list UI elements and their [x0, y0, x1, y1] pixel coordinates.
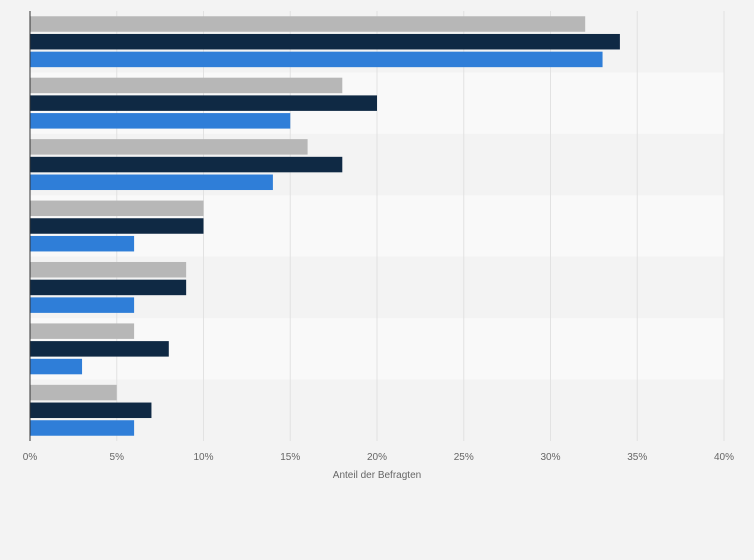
bar — [30, 358, 83, 375]
bars — [30, 16, 620, 436]
x-tick-label: 0% — [23, 452, 38, 463]
x-tick-label: 25% — [454, 452, 474, 463]
bar — [30, 420, 135, 436]
bar — [30, 235, 135, 252]
bar — [30, 16, 586, 32]
bar — [30, 323, 135, 339]
x-tick-label: 35% — [627, 452, 647, 463]
x-axis-title: Anteil der Befragten — [333, 470, 421, 481]
bar — [30, 279, 187, 296]
x-axis-ticks: 0% 5% 10% 15% 20% 25% 30% 35% 40% — [23, 452, 734, 463]
bar — [30, 402, 152, 419]
bar — [30, 139, 308, 155]
bar — [30, 384, 117, 401]
bar — [30, 95, 377, 111]
bar — [30, 156, 343, 173]
bar — [30, 113, 291, 129]
bar — [30, 77, 343, 94]
x-tick-label: 5% — [110, 452, 125, 463]
x-tick-label: 20% — [367, 452, 387, 463]
bar — [30, 261, 187, 278]
bar — [30, 297, 135, 313]
x-tick-label: 15% — [280, 452, 300, 463]
x-tick-label: 10% — [193, 452, 213, 463]
x-tick-label: 40% — [714, 452, 734, 463]
bar — [30, 200, 204, 217]
bar — [30, 33, 620, 50]
bar — [30, 218, 204, 234]
bar — [30, 51, 603, 68]
x-tick-label: 30% — [540, 452, 560, 463]
bar — [30, 174, 273, 191]
bar — [30, 341, 169, 357]
